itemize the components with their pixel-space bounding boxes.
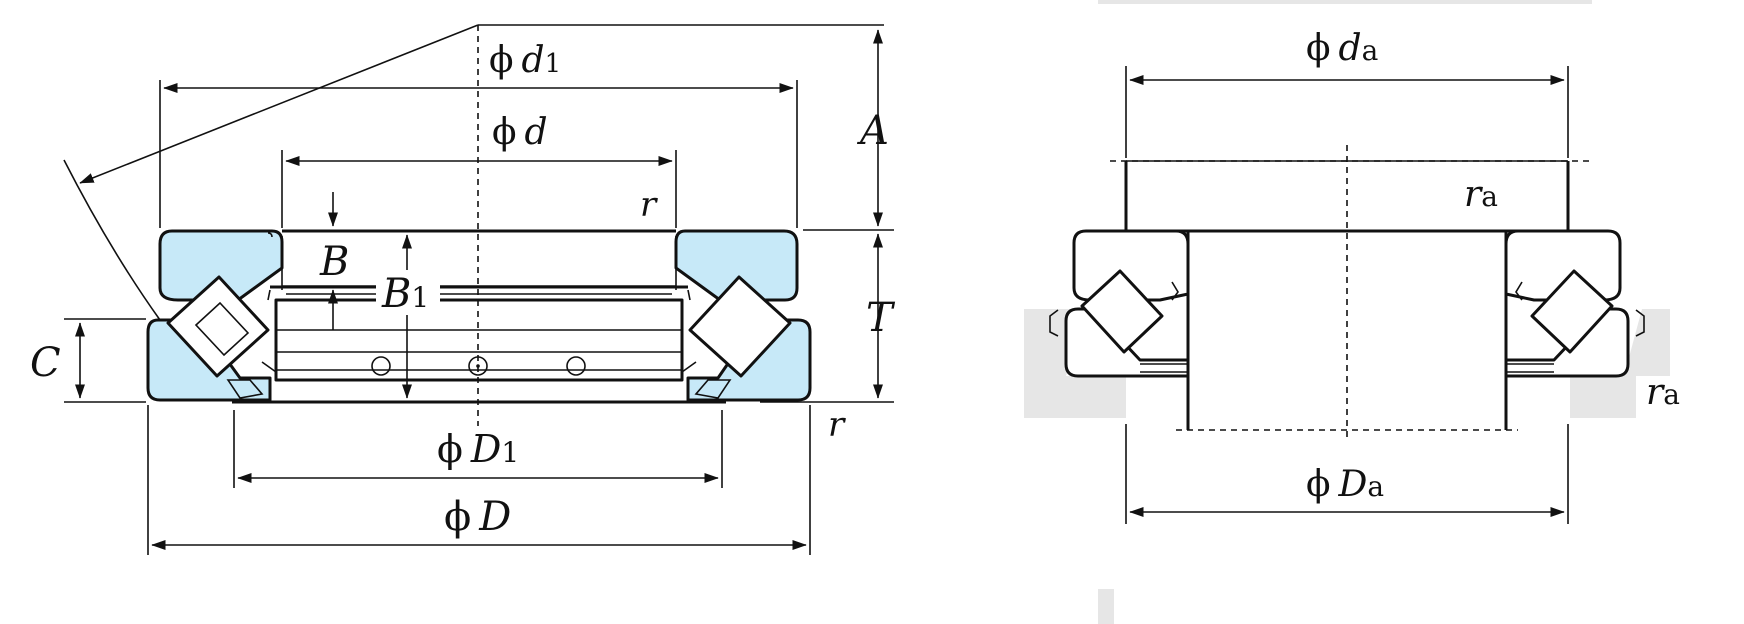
- label-A: A: [856, 108, 889, 154]
- right-mounting-section: [1024, 0, 1670, 624]
- label-B1: B1: [376, 271, 440, 317]
- cage-body: [270, 229, 688, 382]
- label-r-bottom: r: [828, 405, 846, 445]
- right-view-shaft-washer-right: [1504, 229, 1622, 302]
- label-D1: ϕ D1: [437, 427, 519, 471]
- left-dimensions: [63, 24, 894, 555]
- sphere-radius-line: [79, 24, 479, 184]
- label-B: B: [319, 239, 349, 285]
- label-d1: ϕ d1: [489, 40, 561, 81]
- svg-text:B1: B1: [381, 271, 429, 317]
- right-view-housing-washer-right: [1504, 307, 1630, 378]
- label-ra-bottom: ra: [1646, 372, 1680, 413]
- label-da: ϕ da: [1306, 28, 1378, 69]
- sphere-arc: [63, 159, 161, 321]
- right-labels: ϕ da ra ra ϕ Da: [1306, 28, 1680, 505]
- housing-right: [1570, 309, 1670, 418]
- roller-right: [688, 275, 792, 399]
- left-bearing-section: [146, 229, 812, 404]
- label-Da: ϕ Da: [1306, 464, 1384, 505]
- housing-left: [1024, 309, 1126, 418]
- right-view-shaft-washer-left: [1072, 229, 1190, 302]
- label-r-top: r: [640, 185, 658, 225]
- right-view-roller-right: [1530, 269, 1614, 354]
- label-C: C: [30, 340, 61, 386]
- right-dimensions: [1125, 66, 1569, 524]
- roller-left: [166, 275, 270, 399]
- right-view-roller-left: [1080, 269, 1164, 354]
- right-view-housing-washer-left: [1064, 307, 1190, 378]
- label-ra-top: ra: [1464, 174, 1498, 215]
- gray-tab: [1098, 589, 1114, 624]
- shaft-washer-left: [158, 229, 284, 302]
- label-T: T: [866, 295, 896, 341]
- shaft-washer-right: [674, 229, 799, 302]
